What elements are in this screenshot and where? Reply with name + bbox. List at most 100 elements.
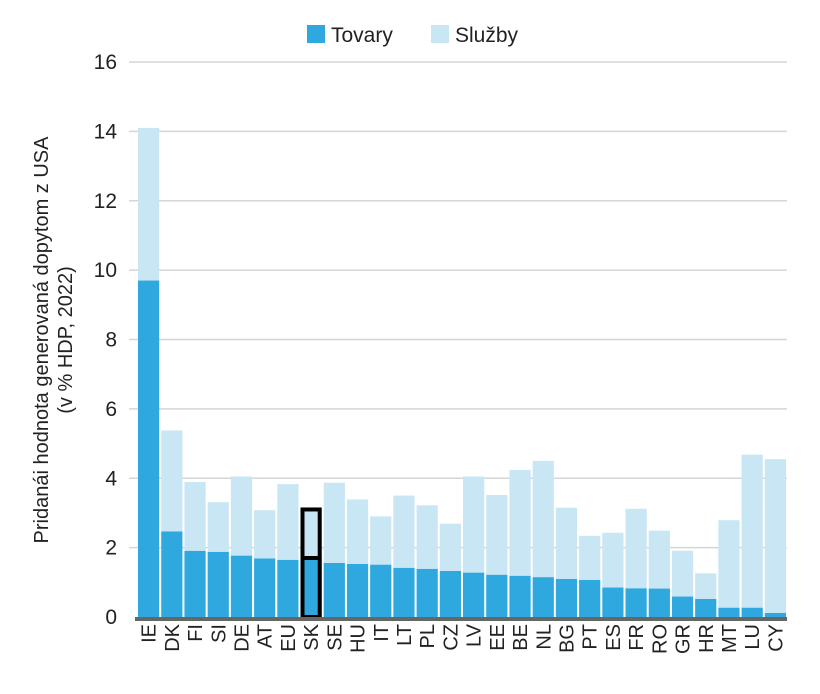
bar-sluzby-cy bbox=[764, 459, 786, 613]
bar-sluzby-es bbox=[602, 532, 624, 588]
bar-tovary-at bbox=[254, 558, 276, 617]
bar-tovary-se bbox=[323, 562, 345, 617]
bar-sluzby-lu bbox=[741, 454, 763, 608]
x-tick-label: CZ bbox=[440, 624, 462, 651]
bar-sluzby-gr bbox=[671, 550, 694, 597]
x-tick-label: BE bbox=[510, 624, 532, 651]
x-tick-label: SK bbox=[301, 623, 323, 650]
bar-tovary-pt bbox=[579, 579, 601, 617]
y-tick-label: 14 bbox=[94, 120, 118, 143]
bar-tovary-dk bbox=[161, 531, 183, 617]
y-tick-label: 4 bbox=[105, 467, 117, 490]
legend-label-sluzby: Služby bbox=[455, 24, 519, 47]
bar-sluzby-fi bbox=[184, 482, 206, 551]
bar-tovary-si bbox=[207, 551, 229, 617]
x-tick-label: NL bbox=[533, 624, 555, 650]
bar-tovary-hr bbox=[695, 598, 717, 617]
x-tick-label: FI bbox=[185, 624, 207, 642]
x-tick-label: SI bbox=[208, 624, 230, 643]
x-tick-label: PL bbox=[417, 624, 439, 648]
legend-swatch-sluzby bbox=[431, 25, 449, 43]
bar-sluzby-cz bbox=[439, 523, 461, 571]
bar-tovary-eu bbox=[277, 559, 299, 617]
x-tick-label: FR bbox=[626, 624, 648, 651]
x-tick-label: PT bbox=[580, 624, 602, 650]
x-tick-label: RO bbox=[649, 624, 671, 654]
bar-tovary-ro bbox=[648, 588, 670, 617]
bar-sluzby-pt bbox=[579, 535, 601, 580]
bar-tovary-cz bbox=[439, 570, 461, 617]
y-axis-title-line2: (v % HDP, 2022) bbox=[55, 266, 77, 413]
x-tick-label: LV bbox=[464, 623, 486, 647]
x-tick-label: DE bbox=[231, 624, 253, 652]
bar-tovary-sk bbox=[300, 558, 322, 617]
bar-tovary-cy bbox=[764, 612, 786, 617]
bar-tovary-fi bbox=[184, 550, 206, 617]
bar-tovary-nl bbox=[532, 577, 554, 617]
x-axis-ticks: IE DK FI SI DE AT EU SK SE HU IT LT PL CZ LV EE BE NL BG PT… bbox=[139, 623, 788, 654]
bar-tovary-it bbox=[370, 564, 392, 617]
x-tick-label: IE bbox=[139, 624, 161, 643]
y-tick-label: 0 bbox=[105, 606, 117, 629]
bar-sluzby-mt bbox=[718, 520, 740, 608]
bar-tovary-bg bbox=[555, 578, 578, 617]
y-tick-label: 8 bbox=[105, 329, 117, 352]
bars bbox=[135, 127, 787, 621]
y-axis-title-line1: Pridanái hodnota generovaná dopytom z US… bbox=[31, 136, 53, 544]
y-axis-ticks: 0 2 4 6 8 10 12 14 16 bbox=[94, 51, 118, 629]
legend-label-tovary: Tovary bbox=[331, 24, 393, 47]
y-tick-label: 12 bbox=[94, 190, 117, 213]
bar-tovary-es bbox=[602, 587, 624, 617]
x-tick-label: SE bbox=[324, 624, 346, 651]
x-tick-label: LU bbox=[742, 624, 764, 650]
legend: Tovary Služby bbox=[307, 24, 519, 47]
bar-sluzby-se bbox=[323, 482, 345, 563]
x-tick-label: HU bbox=[348, 624, 370, 653]
bar-sluzby-lt bbox=[393, 495, 415, 568]
x-tick-label: EE bbox=[487, 624, 509, 651]
bar-sluzby-lv bbox=[463, 476, 485, 573]
x-tick-label: AT bbox=[255, 624, 277, 648]
bar-sluzby-ee bbox=[486, 494, 508, 575]
bar-tovary-lt bbox=[393, 567, 415, 617]
bar-sluzby-hr bbox=[695, 573, 717, 599]
bar-sluzby-ie bbox=[138, 127, 160, 281]
x-tick-label: HR bbox=[696, 624, 718, 653]
bar-tovary-gr bbox=[671, 596, 694, 617]
x-tick-label: EU bbox=[278, 624, 300, 652]
bar-sluzby-hu bbox=[346, 499, 369, 564]
bar-tovary-lu bbox=[741, 607, 763, 617]
x-tick-label: DK bbox=[162, 623, 184, 651]
x-tick-label: LT bbox=[394, 624, 416, 646]
x-tick-label: CY bbox=[765, 624, 787, 652]
bar-tovary-pl bbox=[416, 568, 438, 617]
bar-sluzby-nl bbox=[532, 460, 554, 578]
bar-sluzby-it bbox=[370, 516, 392, 565]
x-tick-label: IT bbox=[371, 624, 393, 642]
bar-tovary-de bbox=[230, 555, 253, 617]
bar-sluzby-de bbox=[230, 476, 253, 556]
bar-sluzby-dk bbox=[161, 430, 183, 532]
bar-sluzby-si bbox=[207, 502, 229, 552]
bar-tovary-ie bbox=[138, 280, 160, 617]
bar-sluzby-fr bbox=[625, 508, 647, 589]
y-axis-title: Pridanái hodnota generovaná dopytom z US… bbox=[31, 136, 77, 544]
bar-sluzby-bg bbox=[555, 507, 578, 579]
y-tick-label: 2 bbox=[105, 537, 117, 560]
bar-tovary-fr bbox=[625, 588, 647, 617]
bar-sluzby-be bbox=[509, 469, 531, 576]
y-tick-label: 6 bbox=[105, 398, 117, 421]
gridlines bbox=[129, 61, 787, 549]
x-tick-label: MT bbox=[719, 624, 741, 653]
bar-tovary-ee bbox=[486, 574, 508, 617]
bar-sluzby-sk bbox=[300, 509, 322, 559]
bar-sluzby-pl bbox=[416, 505, 438, 569]
x-tick-label: BG bbox=[556, 624, 578, 653]
bar-tovary-be bbox=[509, 575, 531, 617]
bar-tovary-lv bbox=[463, 572, 485, 617]
bar-sluzby-eu bbox=[277, 484, 299, 560]
bar-tovary-hu bbox=[346, 563, 369, 617]
legend-swatch-tovary bbox=[307, 25, 325, 43]
bar-sluzby-at bbox=[254, 510, 276, 559]
x-tick-label: ES bbox=[603, 624, 625, 651]
